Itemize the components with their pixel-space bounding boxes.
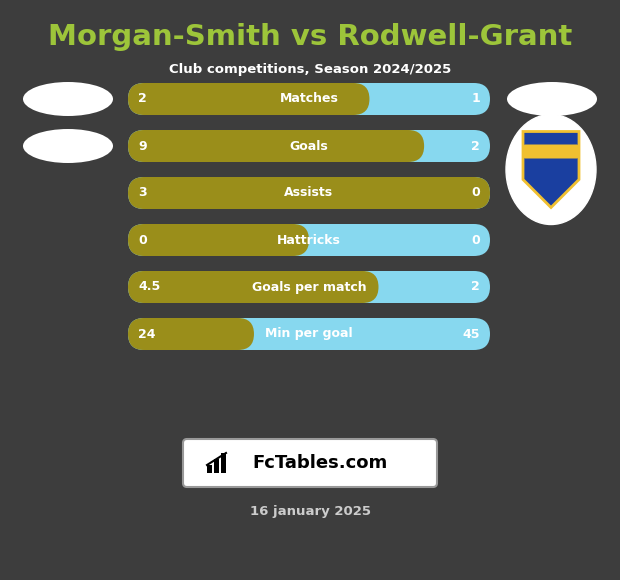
Text: Goals per match: Goals per match [252,281,366,293]
FancyBboxPatch shape [128,177,490,209]
Ellipse shape [506,114,596,224]
Text: Hattricks: Hattricks [277,234,341,246]
Text: 2: 2 [471,140,480,153]
FancyBboxPatch shape [128,271,378,303]
FancyBboxPatch shape [128,318,254,350]
Bar [221,453,226,473]
FancyBboxPatch shape [128,177,490,209]
Text: 0: 0 [138,234,147,246]
Text: 1: 1 [471,92,480,106]
Text: 16 january 2025: 16 january 2025 [249,506,371,519]
Ellipse shape [23,82,113,116]
Bar [214,459,219,473]
Text: Morgan-Smith vs Rodwell-Grant: Morgan-Smith vs Rodwell-Grant [48,23,572,51]
FancyBboxPatch shape [524,144,578,158]
Text: 45: 45 [463,328,480,340]
Text: 2: 2 [471,281,480,293]
FancyBboxPatch shape [128,224,309,256]
Text: Assists: Assists [285,187,334,200]
Text: Goals: Goals [290,140,329,153]
Polygon shape [523,132,579,208]
FancyBboxPatch shape [128,318,490,350]
Bar [207,465,212,473]
FancyBboxPatch shape [128,83,490,115]
Text: 0: 0 [471,234,480,246]
FancyBboxPatch shape [128,271,490,303]
Text: 2: 2 [138,92,147,106]
Ellipse shape [23,129,113,163]
Text: Matches: Matches [280,92,339,106]
FancyBboxPatch shape [183,439,437,487]
Ellipse shape [507,82,597,116]
Text: 3: 3 [138,187,146,200]
FancyBboxPatch shape [128,83,370,115]
Text: FcTables.com: FcTables.com [252,454,388,472]
FancyBboxPatch shape [128,130,490,162]
Text: Min per goal: Min per goal [265,328,353,340]
Text: 4.5: 4.5 [138,281,160,293]
Text: Club competitions, Season 2024/2025: Club competitions, Season 2024/2025 [169,63,451,77]
Text: 24: 24 [138,328,156,340]
FancyBboxPatch shape [128,224,490,256]
FancyBboxPatch shape [128,130,424,162]
Text: 9: 9 [138,140,146,153]
Text: 0: 0 [471,187,480,200]
